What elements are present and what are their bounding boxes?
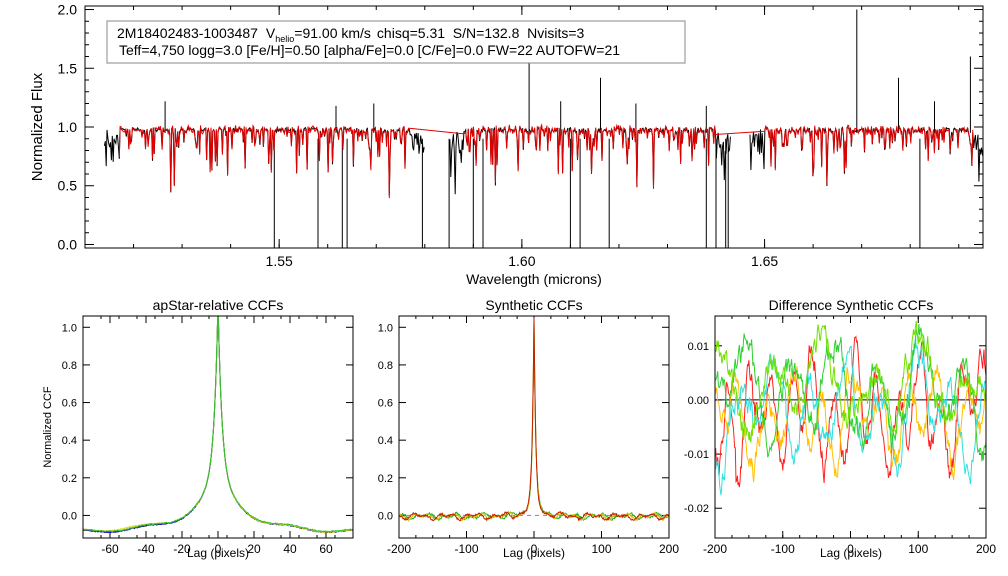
synthetic-ccf-frame [398,315,670,539]
fit-stats: chisq=5.31 S/N=132.8 Nvisits=3 [377,25,585,41]
xtick-label: 100 [908,542,928,556]
apstar-ccf-ticks [82,316,354,538]
diff-ccf-xlabel: Lag (pixels) [820,546,882,560]
diff-ccf-lines [715,320,986,496]
spectrum-ytick-label: 1.5 [58,60,78,76]
ytick-label: 0.2 [378,473,393,485]
ytick-label: 0.6 [378,398,393,410]
synthetic-ccf-tick-labels: -200 -100 0 100 200 0.0 0.2 0.4 0.6 0.8 1.0 [378,322,680,556]
apstar-ccf-title: apStar-relative CCFs [153,297,284,313]
spectrum-ticks [85,6,983,248]
ytick-label: 0.4 [62,435,77,447]
xtick-label: 0 [847,542,854,556]
spectrum-ytick-label: 0.0 [58,236,78,252]
spectrum-xtick-label: 1.55 [266,253,293,269]
ytick-label: 0.0 [378,510,393,522]
synthetic-ccf-xlabel: Lag (pixels) [503,546,565,560]
xtick-label: -100 [454,542,478,556]
vhelio-value: =91.00 km/s [294,25,371,41]
info-line-1: 2M18402483-1003487 Vhelio=91.00 km/s chisq… [117,25,585,44]
model-spectrum-line [118,123,974,199]
spectrum-xlabel: Wavelength (microns) [466,271,602,287]
info-line-2: Teff=4,750 logg=3.0 [Fe/H]=0.50 [alpha/F… [119,42,620,58]
spectrum-ylabel: Normalized Flux [29,72,46,181]
ytick-label: -0.02 [684,503,709,515]
xtick-label: -20 [173,542,191,556]
xtick-label: -200 [703,542,727,556]
spectrum-xtick-label: 1.65 [751,253,778,269]
ccf-series-line [83,316,353,534]
synthetic-ccf-panel: Synthetic CCFs -200 -100 0 100 200 0.0 0.2 0.4 0… [378,297,680,560]
ytick-label: 0.00 [688,395,709,407]
ytick-label: 1.0 [62,322,77,334]
ytick-label: 0.8 [378,360,393,372]
ytick-label: 0.01 [688,341,709,353]
xtick-label: 40 [283,542,297,556]
diff-ccf-frame [714,315,987,539]
apstar-ccf-tick-labels: -60 -40 -20 0 20 40 60 0.0 0.2 0.4 0.6 0.8 1.0 [62,322,333,556]
diff-ccf-ticks [714,316,987,538]
ccf-series-line [399,317,669,522]
spectrum-panel: 1.55 1.60 1.65 0.0 0.5 1.0 1.5 2.0 Wavel… [29,2,984,287]
spectrum-ytick-label: 1.0 [58,119,78,135]
ccf-series-line [83,316,353,534]
spectrum-axes-frame [84,5,984,249]
xtick-label: 0 [215,542,222,556]
apstar-ccf-xlabel: Lag (pixels) [187,546,249,560]
spectrum-ytick-label: 2.0 [58,2,78,18]
synthetic-ccf-title: Synthetic CCFs [485,297,582,313]
vhelio-subscript: helio [275,34,294,44]
xtick-label: 60 [319,542,333,556]
star-id: 2M18402483-1003487 [117,25,258,41]
ytick-label: 1.0 [378,322,393,334]
apstar-ccf-panel: apStar-relative CCFs -60 -40 -20 0 20 40 60 0.0… [42,297,354,560]
ccf-series-line [715,364,986,483]
spectrum-ytick-label: 0.5 [58,178,78,194]
ccf-series-line [715,320,986,443]
synthetic-ccf-lines [399,317,669,523]
ccf-series-line [83,316,353,533]
spectrum-xtick-label: 1.60 [508,253,535,269]
xtick-label: -200 [387,542,411,556]
ccf-series-line [715,336,986,496]
xtick-label: 20 [247,542,261,556]
ytick-label: 0.8 [62,360,77,372]
apstar-ccf-lines [83,316,353,534]
ytick-label: 0.6 [62,398,77,410]
ytick-label: -0.01 [684,449,709,461]
ytick-label: 0.4 [378,435,393,447]
xtick-label: -100 [771,542,795,556]
xtick-label: 0 [531,542,538,556]
info-box [106,20,686,64]
ytick-label: 0.0 [62,510,77,522]
ccf-series-line [715,335,986,488]
apstar-ccf-frame [82,315,354,539]
xtick-label: -40 [137,542,155,556]
diff-ccf-title: Difference Synthetic CCFs [769,297,934,313]
ytick-label: 0.2 [62,473,77,485]
ccf-series-line [83,316,353,534]
diff-ccf-tick-labels: -200 -100 0 100 200 0.01 0.00 -0.01 -0.02 [684,341,996,556]
vhelio-label: V [266,25,276,41]
xtick-label: 200 [659,542,679,556]
diff-ccf-panel: Difference Synthetic CCFs -200 -100 0 100 20… [684,297,996,560]
xtick-label: 200 [976,542,996,556]
xtick-label: -60 [101,542,119,556]
xtick-label: 100 [591,542,611,556]
apstar-ccf-ylabel: Normalized CCF [42,386,54,468]
